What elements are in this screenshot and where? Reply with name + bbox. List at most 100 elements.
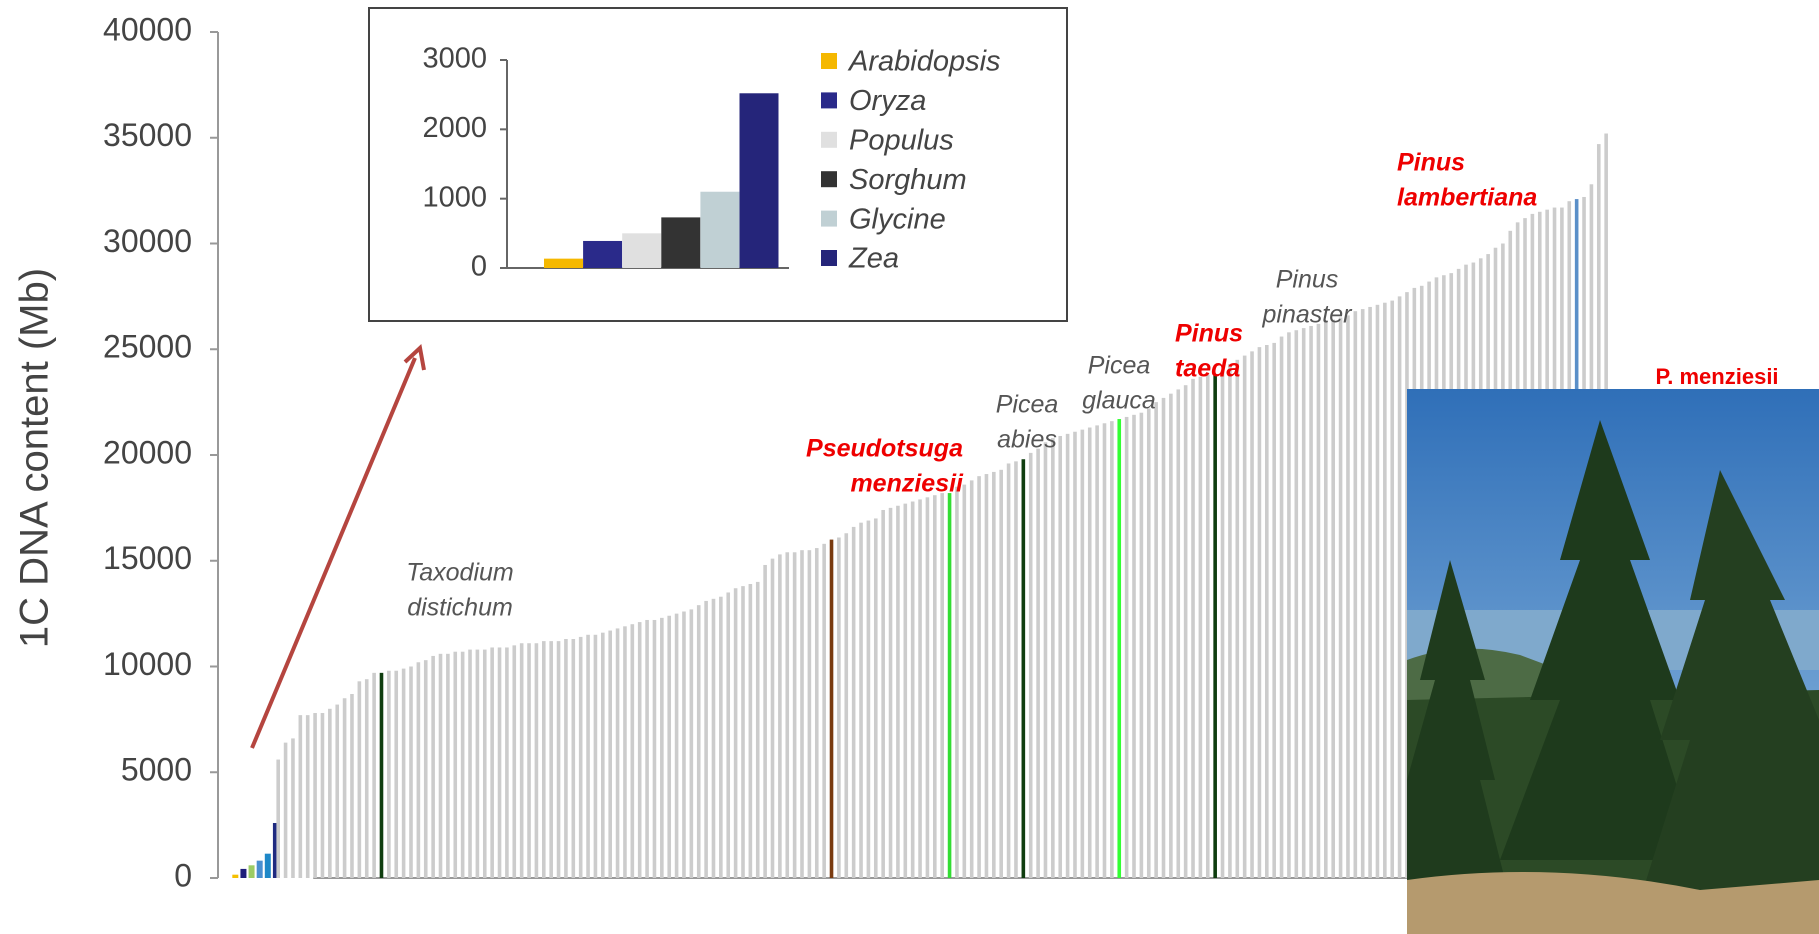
bar: [808, 550, 812, 878]
bar: [785, 552, 789, 878]
bar: [948, 493, 952, 878]
bar: [616, 628, 620, 878]
legend-swatch: [821, 92, 837, 108]
bar: [284, 743, 288, 878]
bar: [476, 650, 480, 878]
bar: [940, 493, 944, 878]
bar: [1280, 337, 1284, 878]
bar: [387, 671, 391, 878]
legend-label: Zea: [848, 243, 899, 275]
bar: [394, 671, 398, 878]
bar: [446, 654, 450, 878]
y-tick-label: 10000: [103, 646, 192, 682]
bar: [232, 875, 238, 878]
bar: [1103, 423, 1107, 878]
bar: [1250, 351, 1254, 878]
bar: [583, 241, 622, 268]
bar: [1317, 324, 1321, 878]
bar: [321, 713, 325, 878]
bar: [793, 552, 797, 878]
bar: [911, 502, 915, 878]
bar: [520, 643, 524, 878]
bar: [1058, 436, 1062, 878]
y-tick-label: 25000: [103, 329, 192, 365]
bar: [557, 641, 561, 878]
legend-label: Oryza: [849, 85, 926, 117]
bar: [572, 639, 576, 878]
bar: [933, 495, 937, 878]
bar: [549, 641, 553, 878]
bar: [1243, 356, 1247, 878]
bar: [306, 715, 310, 878]
bar: [889, 508, 893, 878]
annotation: glauca: [1082, 387, 1156, 415]
y-tick-label: 2000: [422, 112, 487, 144]
bar: [1162, 398, 1166, 878]
y-tick-label: 20000: [103, 434, 192, 470]
bar: [859, 523, 863, 878]
legend-swatch: [821, 250, 837, 266]
bar: [1051, 438, 1055, 878]
bar: [690, 609, 694, 878]
bar: [594, 635, 598, 878]
bar: [1176, 389, 1180, 878]
bar: [874, 518, 878, 878]
bar: [638, 622, 642, 878]
bar: [1132, 415, 1136, 878]
bar: [1117, 419, 1121, 878]
bar: [1346, 315, 1350, 878]
bar: [1125, 417, 1129, 878]
y-tick-label: 3000: [422, 43, 487, 75]
bar: [992, 472, 996, 878]
bar: [740, 93, 779, 268]
y-tick-label: 0: [174, 857, 192, 893]
y-tick-label: 1000: [422, 181, 487, 213]
y-tick-label: 30000: [103, 223, 192, 259]
bar: [667, 616, 671, 878]
bar: [741, 586, 745, 878]
y-tick-label: 0: [471, 251, 487, 283]
bar: [1272, 343, 1276, 878]
bar: [1081, 430, 1085, 878]
bar: [763, 565, 767, 878]
bar: [918, 499, 922, 878]
bar: [963, 485, 967, 878]
annotation: taeda: [1175, 355, 1240, 383]
bar: [1169, 394, 1173, 878]
bar: [830, 540, 834, 878]
bar: [1376, 305, 1380, 878]
annotation: Pinus: [1397, 149, 1465, 177]
bar: [1368, 307, 1372, 878]
bar: [240, 869, 246, 878]
bar: [1390, 301, 1394, 878]
bar: [483, 650, 487, 878]
annotation: Pinus: [1175, 320, 1243, 348]
bar: [682, 612, 686, 878]
bar: [291, 738, 295, 878]
bar: [1014, 461, 1018, 878]
bar: [1147, 408, 1151, 878]
legend-label: Sorghum: [849, 164, 967, 196]
bar: [1029, 453, 1033, 878]
annotation: Taxodium: [406, 559, 513, 587]
bar: [1007, 463, 1011, 878]
bar: [402, 669, 406, 878]
bar: [1073, 432, 1077, 878]
y-tick-label: 35000: [103, 117, 192, 153]
bar: [490, 647, 494, 878]
legend-label: Populus: [849, 124, 954, 156]
bar: [372, 673, 376, 878]
bar: [380, 673, 384, 878]
bar: [1302, 328, 1306, 878]
bar: [778, 554, 782, 878]
bar: [1398, 296, 1402, 878]
photo-caption: P. menziesii: [1655, 364, 1778, 389]
bar: [881, 510, 885, 878]
bar: [844, 533, 848, 878]
bar: [1184, 385, 1188, 878]
bar: [1154, 402, 1158, 878]
bar: [1295, 330, 1299, 878]
bar: [313, 713, 317, 878]
bar: [700, 192, 739, 268]
bar: [852, 527, 856, 878]
